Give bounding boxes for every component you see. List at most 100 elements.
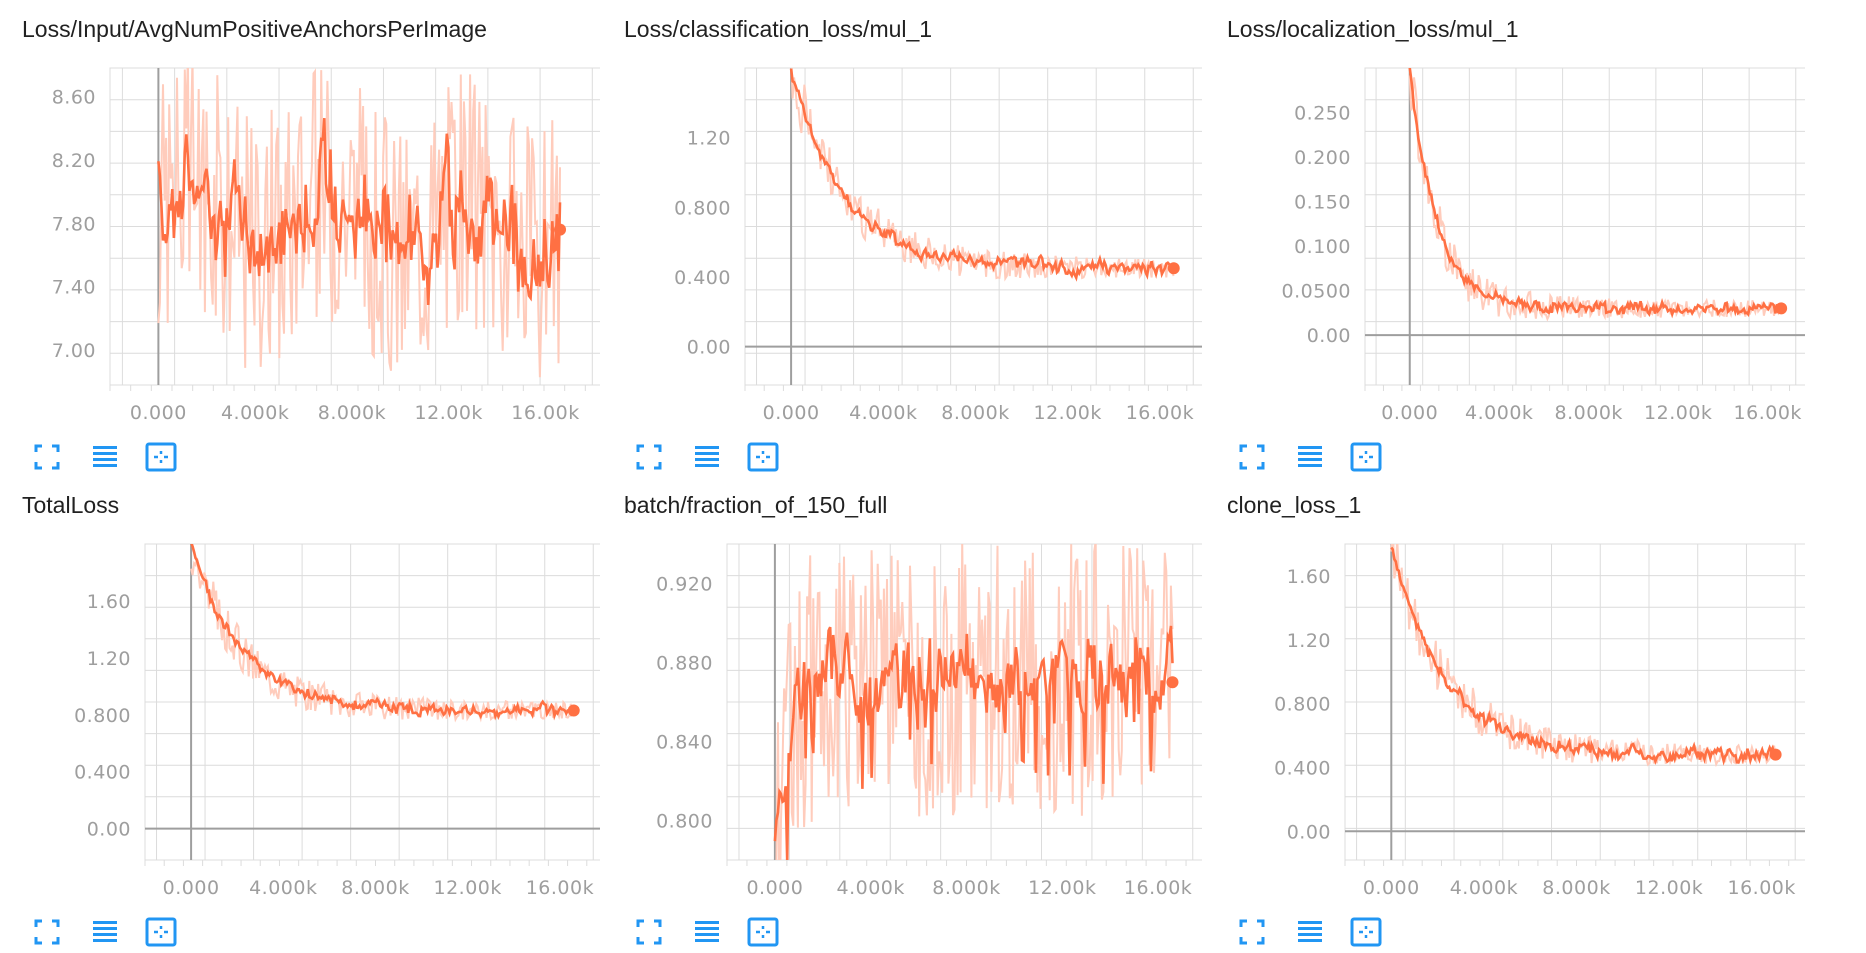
x-tick-label: 4.000k (1450, 877, 1518, 899)
fullscreen-button[interactable] (632, 915, 666, 949)
chart-title: TotalLoss (22, 492, 120, 518)
y-tick-label: 0.00 (1307, 325, 1351, 347)
y-tick-label: 1.60 (87, 591, 131, 613)
x-tick-label: 8.000k (932, 877, 1000, 899)
series-smoothed (773, 625, 1174, 860)
series-smoothed (1390, 546, 1777, 766)
fit-domain-icon (747, 442, 779, 472)
chart-plot[interactable]: 0.00 0.400 0.800 1.20 0.000 4.000k 8.000k 12.00… (602, 0, 1202, 470)
fullscreen-button[interactable] (1235, 915, 1269, 949)
x-tick-label: 0.000 (163, 877, 220, 899)
x-tick-label: 0.000 (1381, 402, 1438, 424)
fullscreen-button[interactable] (30, 915, 64, 949)
data-table-button[interactable] (690, 915, 724, 949)
fullscreen-button[interactable] (632, 440, 666, 474)
fullscreen-button[interactable] (30, 440, 64, 474)
fullscreen-icon (34, 919, 60, 945)
chart-card: Loss/localization_loss/mul_1 0.00 0.0500 0.… (1205, 0, 1805, 472)
fit-domain-icon (1350, 917, 1382, 947)
y-tick-label: 0.800 (74, 705, 131, 727)
x-tick-label: 4.000k (1465, 402, 1533, 424)
series-raw (1390, 544, 1777, 768)
fullscreen-icon (636, 919, 662, 945)
y-tick-label: 0.400 (74, 762, 131, 784)
chart-plot[interactable]: 7.00 7.40 7.80 8.20 8.60 0.000 4.000k 8.000k 12.… (0, 0, 600, 470)
data-table-button[interactable] (88, 915, 122, 949)
fit-domain-button[interactable] (144, 915, 178, 949)
y-tick-label: 1.60 (1287, 566, 1331, 588)
x-tick-label: 8.000k (318, 402, 386, 424)
y-tick-label: 0.200 (1294, 147, 1351, 169)
x-tick-label: 12.00k (433, 877, 501, 899)
chart-plot[interactable]: 0.00 0.400 0.800 1.20 1.60 0.000 4.000k 8.000k 1… (0, 476, 600, 946)
x-tick-label: 16.00k (526, 877, 594, 899)
y-tick-label: 0.100 (1294, 236, 1351, 258)
data-table-button[interactable] (88, 440, 122, 474)
chart-plot[interactable]: 0.800 0.840 0.880 0.920 0.000 4.000k 8.000k 12.… (602, 476, 1202, 946)
x-tick-label: 12.00k (1028, 877, 1096, 899)
y-tick-label: 8.60 (52, 87, 96, 109)
last-point-marker (1167, 262, 1180, 275)
series-smoothed (1408, 68, 1783, 319)
last-point-marker (1166, 676, 1179, 689)
chart-title: Loss/classification_loss/mul_1 (624, 16, 933, 42)
chart-card: Loss/Input/AvgNumPositiveAnchorsPerImage… (0, 0, 600, 472)
fit-domain-button[interactable] (1349, 915, 1383, 949)
y-tick-label: 0.00 (1287, 821, 1331, 843)
chart-plot[interactable]: 0.00 0.400 0.800 1.20 1.60 0.000 4.000k 8.000k 1… (1205, 476, 1805, 946)
y-tick-label: 0.920 (656, 574, 713, 596)
x-tick-label: 16.00k (511, 402, 579, 424)
data-table-icon (1298, 921, 1322, 942)
data-table-button[interactable] (1293, 440, 1327, 474)
fit-domain-button[interactable] (746, 440, 780, 474)
data-table-button[interactable] (690, 440, 724, 474)
last-point-marker (554, 223, 567, 236)
series-raw (1408, 75, 1782, 322)
y-tick-label: 7.00 (52, 340, 96, 362)
y-tick-label: 0.00 (87, 819, 131, 841)
fit-domain-button[interactable] (746, 915, 780, 949)
last-point-marker (567, 704, 580, 717)
last-point-marker (1769, 748, 1782, 761)
x-tick-label: 12.00k (1635, 877, 1703, 899)
x-tick-label: 4.000k (221, 402, 289, 424)
fullscreen-button[interactable] (1235, 440, 1269, 474)
x-tick-label: 0.000 (746, 877, 803, 899)
chart-title: clone_loss_1 (1227, 492, 1362, 518)
y-tick-label: 0.400 (1274, 757, 1331, 779)
x-tick-label: 0.000 (763, 402, 820, 424)
y-tick-label: 0.150 (1294, 192, 1351, 214)
x-tick-label: 8.000k (341, 877, 409, 899)
chart-card: TotalLoss 0.00 0.400 0.800 1.20 1.60 0.000 4.00… (0, 476, 600, 949)
chart-card: batch/fraction_of_150_full 0.800 0.840 0.88… (602, 476, 1202, 949)
y-tick-label: 0.0500 (1282, 281, 1351, 303)
grid (1344, 543, 1805, 861)
x-tick-label: 12.00k (415, 402, 483, 424)
x-tick-label: 16.00k (1727, 877, 1795, 899)
fullscreen-icon (636, 444, 662, 470)
y-tick-label: 1.20 (1287, 630, 1331, 652)
fit-domain-button[interactable] (144, 440, 178, 474)
chart-plot[interactable]: 0.00 0.0500 0.100 0.150 0.200 0.250 0.000 4.000… (1205, 0, 1805, 470)
y-tick-label: 0.00 (687, 337, 731, 359)
grid (744, 67, 1202, 386)
fullscreen-icon (34, 444, 60, 470)
x-tick-label: 12.00k (1644, 402, 1712, 424)
chart-card: Loss/classification_loss/mul_1 0.00 0.400 0… (602, 0, 1202, 472)
fit-domain-button[interactable] (1349, 440, 1383, 474)
y-tick-label: 0.250 (1294, 103, 1351, 125)
y-tick-label: 0.400 (674, 267, 731, 289)
y-tick-label: 1.20 (687, 128, 731, 150)
y-tick-label: 1.20 (87, 648, 131, 670)
series-smoothed (789, 68, 1175, 282)
fit-domain-icon (145, 917, 177, 947)
x-tick-label: 16.00k (1124, 877, 1192, 899)
fit-domain-icon (747, 917, 779, 947)
data-table-icon (1298, 446, 1322, 467)
series-smoothed (157, 118, 562, 305)
y-tick-label: 7.40 (52, 277, 96, 299)
y-tick-label: 0.800 (656, 811, 713, 833)
x-tick-label: 0.000 (130, 402, 187, 424)
x-tick-label: 4.000k (836, 877, 904, 899)
data-table-button[interactable] (1293, 915, 1327, 949)
